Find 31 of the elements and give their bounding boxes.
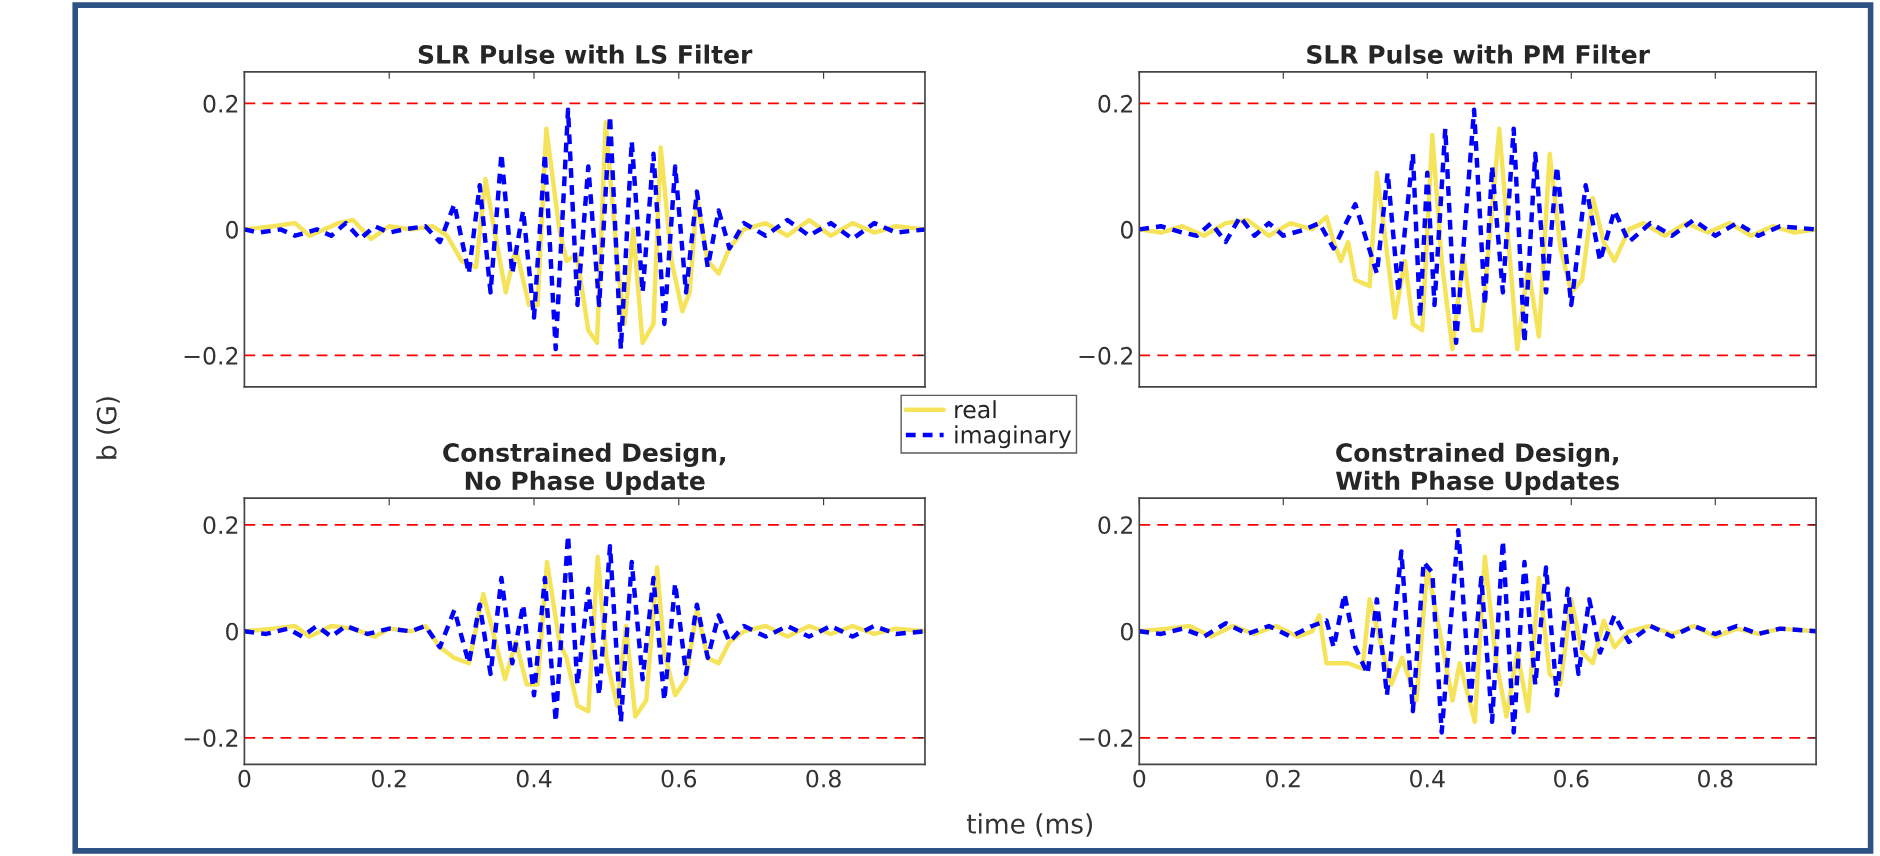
y-tick-label: 0.2	[1098, 516, 1133, 535]
x-tick-label: 0	[238, 769, 251, 788]
x-tick-label: 0.4	[516, 769, 552, 788]
x-tick-label: 0.8	[1698, 769, 1733, 788]
chart-title: SLR Pulse with LS Filter	[418, 44, 753, 64]
legend-label: real	[955, 400, 996, 419]
x-tick-label: 0.6	[1554, 769, 1589, 788]
y-tick-label: 0.2	[203, 94, 238, 113]
y-tick-label: 0	[1120, 220, 1133, 239]
y-tick-label: −0.2	[1079, 729, 1133, 748]
x-tick-label: 0.6	[661, 769, 697, 788]
x-tick-label: 0.4	[1410, 769, 1445, 788]
y-tick-label: 0.2	[1098, 94, 1133, 113]
y-tick-label: 0	[1120, 622, 1133, 641]
y-tick-label: 0	[226, 220, 238, 239]
y-tick-label: 0.2	[203, 516, 238, 535]
y-tick-label: −0.2	[184, 346, 238, 365]
y-tick-label: −0.2	[1079, 346, 1133, 365]
y-axis-title: b (G)	[96, 397, 120, 459]
x-tick-label: 0.2	[371, 769, 406, 788]
chart-title: Constrained Design, With Phase Updates	[1335, 442, 1619, 496]
x-axis-title: time (ms)	[966, 813, 1092, 837]
chart-title: SLR Pulse with PM Filter	[1307, 44, 1650, 64]
chart-title: Constrained Design, No Phase Update	[443, 442, 725, 496]
line-series	[1139, 527, 1817, 735]
y-tick-label: −0.2	[184, 729, 238, 748]
x-tick-label: 0.8	[806, 769, 841, 788]
y-tick-label: 0	[226, 622, 238, 641]
legend-label: imaginary	[955, 425, 1072, 449]
x-tick-label: 0	[1133, 769, 1146, 788]
x-tick-label: 0.2	[1266, 769, 1300, 788]
